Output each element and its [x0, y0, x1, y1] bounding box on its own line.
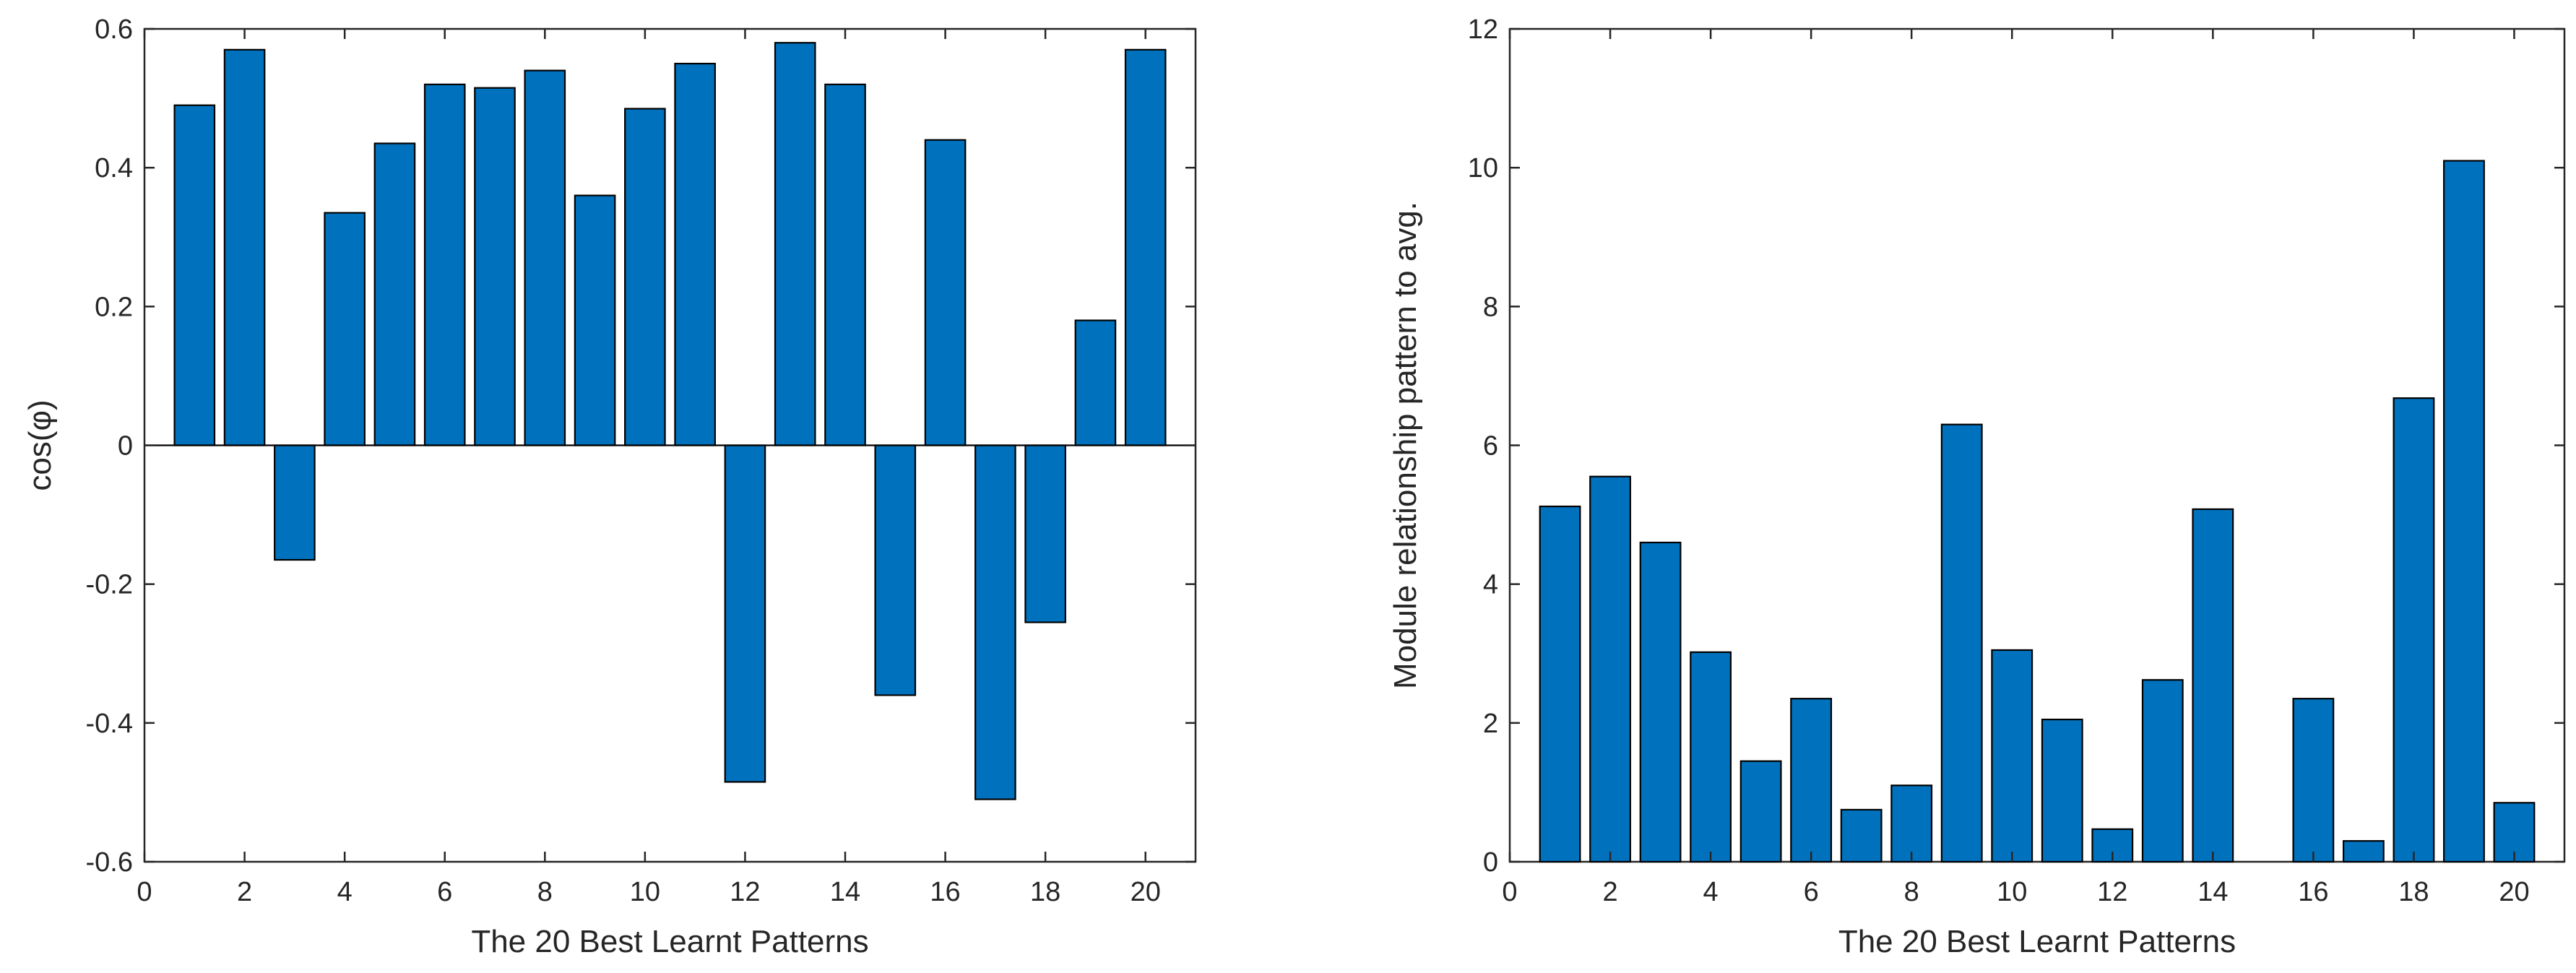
x-axis-label: The 20 Best Learnt Patterns — [471, 924, 868, 959]
bar — [2141, 679, 2184, 863]
bar — [474, 87, 516, 446]
bar — [1790, 698, 1833, 863]
x-tick-label: 16 — [2298, 877, 2328, 907]
y-tick-label: 2 — [1483, 709, 1498, 739]
bar — [223, 48, 266, 446]
bar — [1024, 444, 1066, 623]
y-tick-label: 0.6 — [95, 14, 133, 45]
bar — [274, 444, 316, 561]
bar — [1940, 423, 1983, 863]
bar — [1690, 651, 1732, 863]
x-tick-label: 10 — [630, 877, 660, 907]
x-tick-label: 10 — [1997, 877, 2027, 907]
x-tick-label: 18 — [1030, 877, 1060, 907]
x-tick-label: 8 — [537, 877, 553, 907]
x-tick-label: 16 — [930, 877, 960, 907]
bar — [674, 62, 716, 446]
plot-area — [1508, 27, 2566, 863]
bar — [373, 142, 416, 446]
x-tick-label: 14 — [2197, 877, 2228, 907]
x-tick-label: 2 — [1602, 877, 1617, 907]
x-tick-label: 12 — [2097, 877, 2127, 907]
x-tick-label: 12 — [730, 877, 760, 907]
bar — [774, 42, 816, 446]
y-tick-label: 4 — [1483, 570, 1498, 600]
y-tick-label: 12 — [1468, 14, 1498, 45]
bar — [1890, 784, 1933, 863]
bar — [2192, 508, 2234, 863]
x-axis-label: The 20 Best Learnt Patterns — [1838, 924, 2236, 959]
bar — [524, 69, 566, 446]
right-chart: 0 2 4 6 8 10 12 0 2 4 6 8 10 12 14 16 18 20 The 20 Best Le… — [1388, 14, 2566, 959]
y-axis-label: cos(φ) — [22, 399, 58, 490]
x-tick-label: 0 — [137, 877, 152, 907]
bar — [2041, 718, 2083, 863]
bar — [574, 194, 616, 446]
bar — [324, 212, 366, 446]
x-tick-label: 14 — [830, 877, 860, 907]
bar — [1991, 649, 2033, 863]
left-chart: -0.6 -0.4 -0.2 0 0.2 0.4 0.6 0 2 4 6 8 10 12 14 16 18 20 T… — [22, 14, 1197, 959]
x-tick-label: 18 — [2398, 877, 2429, 907]
y-tick-label: -0.4 — [86, 709, 133, 739]
y-tick-label: -0.6 — [86, 847, 133, 878]
bar — [1589, 475, 1631, 863]
y-tick-label: -0.2 — [86, 570, 133, 600]
bar — [1840, 808, 1883, 863]
x-tick-label: 20 — [1131, 877, 1161, 907]
y-tick-label: 6 — [1483, 431, 1498, 462]
y-tick-label: 0 — [1483, 847, 1498, 878]
x-tick-label: 4 — [1703, 877, 1719, 907]
bar — [974, 444, 1016, 800]
bar — [2292, 698, 2335, 863]
bar — [1539, 505, 1581, 863]
x-tick-label: 20 — [2499, 877, 2529, 907]
bar — [1639, 541, 1682, 863]
bar — [173, 104, 216, 446]
y-axis-label: Module relationship pattern to avg. — [1388, 202, 1423, 689]
bar — [924, 139, 967, 446]
x-tick-label: 8 — [1904, 877, 1919, 907]
x-tick-label: 6 — [437, 877, 452, 907]
bar — [1124, 48, 1167, 446]
y-tick-label: 0.4 — [95, 153, 133, 183]
bar — [824, 83, 866, 446]
bar — [423, 83, 466, 446]
y-tick-label: 0.2 — [95, 292, 133, 322]
x-tick-label: 4 — [337, 877, 353, 907]
bar — [1074, 319, 1117, 446]
bar — [2393, 397, 2435, 863]
y-tick-label: 10 — [1468, 153, 1498, 183]
y-tick-label: 8 — [1483, 292, 1498, 322]
bar — [2443, 160, 2485, 863]
bar — [724, 444, 766, 783]
bar — [874, 444, 917, 696]
x-tick-label: 0 — [1502, 877, 1517, 907]
bar — [1739, 760, 1782, 863]
y-tick-label: 0 — [118, 431, 133, 462]
x-tick-label: 2 — [237, 877, 252, 907]
x-tick-label: 6 — [1804, 877, 1819, 907]
bar — [2342, 840, 2385, 863]
bar — [624, 108, 666, 446]
